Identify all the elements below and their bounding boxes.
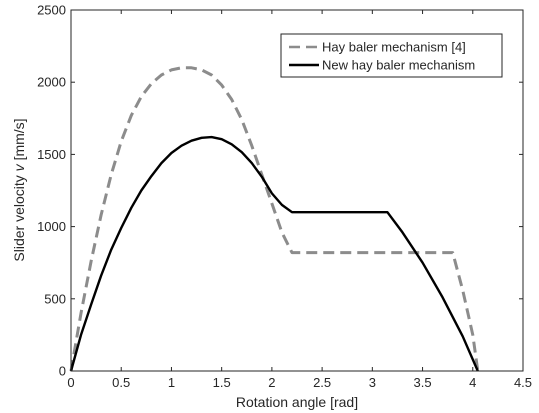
y-axis-label: Slider velocity v [mm/s] [11,118,27,261]
y-tick-label: 1500 [37,147,66,162]
series-line-1 [69,135,479,372]
legend-box [280,33,503,78]
legend-label-new-hay-baler: New hay baler mechanism [322,58,475,73]
x-axis-label: Rotation angle [rad] [236,394,358,410]
x-tick-label: 1 [168,375,175,390]
x-tick-label: 3 [369,375,376,390]
x-tick-label: 4 [469,375,476,390]
y-axis-label-variable: v [11,163,27,171]
legend-label-hay-baler: Hay baler mechanism [4] [322,40,466,55]
x-tick-label: 2.5 [313,375,331,390]
y-tick-label: 500 [44,291,66,306]
x-tick-label: 1.5 [213,375,231,390]
x-tick-label: 0.5 [112,375,130,390]
x-tick-label: 0 [67,375,74,390]
tick-layer: 0 0.5 1 1.5 2 2.5 3 3.5 4 4.5 0 500 1000 1500 2000 2500 [37,3,532,391]
x-tick-label: 3.5 [414,375,432,390]
y-axis-label-prefix: Slider velocity [11,171,27,261]
legend: Hay baler mechanism [4] New hay baler me… [280,33,503,78]
x-tick-label: 2 [268,375,275,390]
y-tick-label: 0 [59,364,66,379]
plot-frame [70,9,524,372]
series-line-0 [69,66,480,372]
y-tick-label: 2000 [37,75,66,90]
series-layer [69,66,480,372]
y-axis-label-suffix: [mm/s] [11,118,27,164]
y-tick-label: 1000 [37,219,66,234]
y-tick-label: 2500 [37,3,66,18]
x-tick-label: 4.5 [514,375,532,390]
